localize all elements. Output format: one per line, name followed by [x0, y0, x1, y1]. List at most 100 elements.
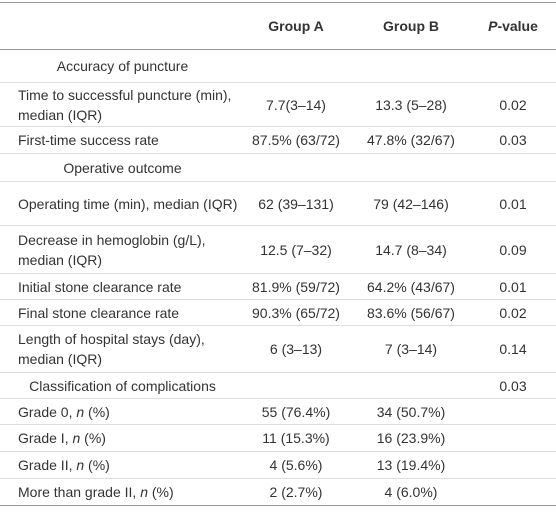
label-italic: n: [140, 484, 148, 500]
cell-b: [352, 49, 470, 83]
row-label: Operative outcome: [0, 153, 240, 182]
label-text: Operative outcome: [63, 159, 182, 176]
header-cell: Group A: [240, 2, 352, 50]
label-text: More than grade II,: [18, 484, 141, 500]
row-label: First-time success rate: [0, 126, 240, 154]
cell-a: 11 (15.3%): [240, 424, 352, 452]
row-label: Accuracy of puncture: [0, 49, 240, 83]
cell-a: 2 (2.7%): [240, 478, 352, 506]
cell-a: [240, 49, 352, 83]
label-text: (%): [80, 430, 106, 446]
row-label: Time to successful puncture (min), media…: [0, 82, 240, 127]
label-text: (%): [147, 484, 174, 500]
header-blank: [0, 2, 240, 50]
cell-p: [470, 478, 556, 506]
cell-b: 34 (50.7%): [352, 398, 470, 425]
cell-a: 7.7(3–14): [240, 82, 352, 127]
label-text: Initial stone clearance rate: [18, 278, 182, 295]
data-row: First-time success rate 87.5% (63/72) 47.8…: [0, 126, 556, 154]
data-row: Operating time (min), median (IQR) 62 (39…: [0, 181, 556, 226]
label-text: Operating time (min), median (IQR): [18, 195, 238, 212]
data-table: Group A Group B P-value Accuracy of punc…: [0, 2, 556, 506]
data-row: Length of hospital stays (day), median (…: [0, 325, 556, 373]
cell-b: [352, 372, 470, 399]
label-text: Classification of complications: [29, 377, 216, 394]
cell-p: [470, 451, 556, 479]
cell-p: 0.02: [470, 82, 556, 127]
cell-p: 0.14: [470, 325, 556, 373]
data-row: Time to successful puncture (min), media…: [0, 82, 556, 127]
cell-b: 79 (42–146): [352, 181, 470, 226]
label-italic: n: [72, 430, 81, 446]
data-row: More than grade II, n (%) 2 (2.7%) 4 (6.0%…: [0, 478, 556, 506]
cell-p: 0.01: [470, 181, 556, 226]
cell-p: [470, 49, 556, 83]
label-italic: n: [76, 457, 85, 473]
data-row: Initial stone clearance rate 81.9% (59/72…: [0, 273, 556, 300]
cell-p: 0.03: [470, 372, 556, 399]
cell-a: 81.9% (59/72): [240, 273, 352, 300]
data-row: Grade 0, n (%) 55 (76.4%) 34 (50.7%): [0, 398, 556, 425]
cell-p: 0.03: [470, 126, 556, 154]
cell-a: 6 (3–13): [240, 325, 352, 373]
cell-a: 87.5% (63/72): [240, 126, 352, 154]
cell-b: 64.2% (43/67): [352, 273, 470, 300]
cell-b: 13 (19.4%): [352, 451, 470, 479]
cell-b: 7 (3–14): [352, 325, 470, 373]
label-text: Accuracy of puncture: [56, 58, 189, 74]
section-row: Operative outcome: [0, 153, 556, 182]
label-italic: n: [76, 403, 85, 420]
data-row: Final stone clearance rate 90.3% (65/72) 8…: [0, 299, 556, 326]
header-cell: P-value: [470, 2, 556, 50]
label-text: Final stone clearance rate: [18, 304, 180, 321]
label-text: Grade 0,: [18, 403, 77, 420]
cell-p: [470, 424, 556, 452]
row-label: Decrease in hemoglobin (g/L), median (IQ…: [0, 225, 240, 274]
cell-a: 62 (39–131): [240, 181, 352, 226]
cell-a: 4 (5.6%): [240, 451, 352, 479]
cell-b: 83.6% (56/67): [352, 299, 470, 326]
label-text: Grade I,: [18, 430, 73, 446]
cell-a: 55 (76.4%): [240, 398, 352, 425]
cell-p: [470, 398, 556, 425]
row-label: Operating time (min), median (IQR): [0, 181, 240, 226]
data-row: Grade II, n (%) 4 (5.6%) 13 (19.4%): [0, 451, 556, 479]
cell-p: 0.09: [470, 225, 556, 274]
row-label: Initial stone clearance rate: [0, 273, 240, 300]
header-italic: P: [488, 18, 498, 34]
cell-a: [240, 153, 352, 182]
row-label: Length of hospital stays (day), median (…: [0, 325, 240, 373]
data-row: Grade I, n (%) 11 (15.3%) 16 (23.9%): [0, 424, 556, 452]
row-label: Final stone clearance rate: [0, 299, 240, 326]
cell-b: [352, 153, 470, 182]
label-text: (%): [84, 403, 110, 420]
cell-a: [240, 372, 352, 399]
cell-b: 14.7 (8–34): [352, 225, 470, 274]
cell-p: 0.02: [470, 299, 556, 326]
row-label: Grade I, n (%): [0, 424, 240, 452]
section-row: Classification of complications 0.03: [0, 372, 556, 399]
section-row: Accuracy of puncture: [0, 49, 556, 83]
cell-a: 12.5 (7–32): [240, 225, 352, 274]
cell-b: 13.3 (5–28): [352, 82, 470, 127]
header-text: -value: [497, 18, 538, 34]
label-text: Length of hospital stays (day), median (…: [18, 331, 205, 367]
cell-b: 16 (23.9%): [352, 424, 470, 452]
label-text: Decrease in hemoglobin (g/L), median (IQ…: [18, 231, 206, 268]
cell-b: 4 (6.0%): [352, 478, 470, 506]
label-text: (%): [84, 457, 110, 473]
cell-p: [470, 153, 556, 182]
header-cell: Group B: [352, 2, 470, 50]
row-label: Classification of complications: [0, 372, 240, 399]
cell-b: 47.8% (32/67): [352, 126, 470, 154]
cell-a: 90.3% (65/72): [240, 299, 352, 326]
cell-p: 0.01: [470, 273, 556, 300]
header-row: Group A Group B P-value: [0, 2, 556, 50]
label-text: Grade II,: [18, 457, 77, 473]
label-text: First-time success rate: [18, 132, 159, 148]
label-text: Time to successful puncture (min), media…: [18, 86, 232, 123]
row-label: Grade 0, n (%): [0, 398, 240, 425]
data-row: Decrease in hemoglobin (g/L), median (IQ…: [0, 225, 556, 274]
row-label: Grade II, n (%): [0, 451, 240, 479]
